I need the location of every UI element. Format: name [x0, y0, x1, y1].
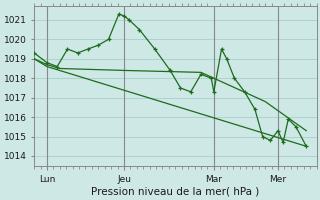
- X-axis label: Pression niveau de la mer( hPa ): Pression niveau de la mer( hPa ): [91, 187, 260, 197]
